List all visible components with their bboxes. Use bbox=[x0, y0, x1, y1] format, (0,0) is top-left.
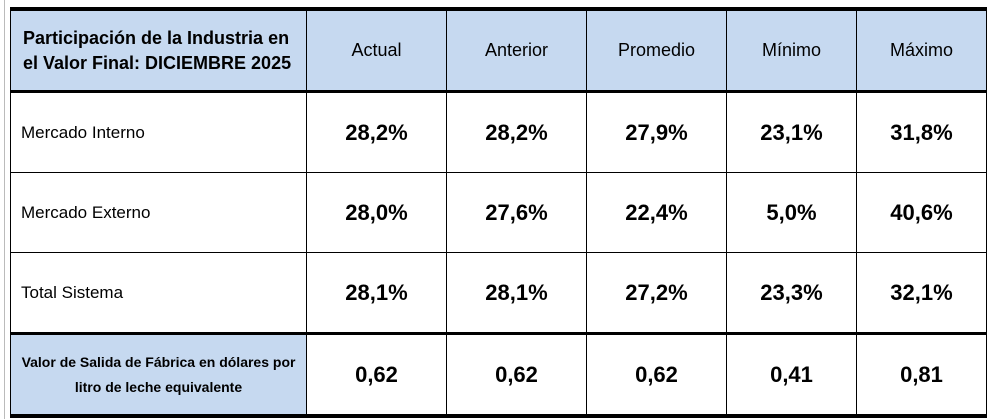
header-row: Participación de la Industria en el Valo… bbox=[10, 7, 987, 93]
sheet-edge bbox=[4, 0, 5, 419]
value-cell: 32,1% bbox=[856, 252, 987, 334]
value-cell: 22,4% bbox=[586, 172, 727, 253]
value-cell: 0,41 bbox=[726, 332, 857, 418]
value-cell: 27,9% bbox=[586, 91, 727, 173]
value-cell: 28,1% bbox=[306, 252, 447, 334]
row-label: Mercado Externo bbox=[10, 172, 307, 253]
value-cell: 28,2% bbox=[306, 91, 447, 173]
value-cell: 28,2% bbox=[446, 91, 587, 173]
value-cell: 27,2% bbox=[586, 252, 727, 334]
table-row: Mercado Interno 28,2% 28,2% 27,9% 23,1% 31,8% bbox=[10, 91, 987, 173]
value-cell: 5,0% bbox=[726, 172, 857, 253]
value-cell: 31,8% bbox=[856, 91, 987, 173]
value-cell: 0,81 bbox=[856, 332, 987, 418]
value-cell: 23,3% bbox=[726, 252, 857, 334]
column-header: Máximo bbox=[856, 7, 987, 93]
row-label: Mercado Interno bbox=[10, 91, 307, 173]
column-header: Anterior bbox=[446, 7, 587, 93]
column-header: Actual bbox=[306, 7, 447, 93]
data-table: Participación de la Industria en el Valo… bbox=[10, 7, 987, 418]
row-label: Total Sistema bbox=[10, 252, 307, 334]
value-cell: 28,1% bbox=[446, 252, 587, 334]
column-header: Mínimo bbox=[726, 7, 857, 93]
value-cell: 0,62 bbox=[586, 332, 727, 418]
table-row: Mercado Externo 28,0% 27,6% 22,4% 5,0% 40,6% bbox=[10, 172, 987, 253]
table-row: Total Sistema 28,1% 28,1% 27,2% 23,3% 32,1% bbox=[10, 252, 987, 334]
table-title: Participación de la Industria en el Valo… bbox=[10, 7, 307, 93]
table-row: Valor de Salida de Fábrica en dólares po… bbox=[10, 332, 987, 418]
value-cell: 23,1% bbox=[726, 91, 857, 173]
row-label: Valor de Salida de Fábrica en dólares po… bbox=[10, 332, 307, 418]
column-header: Promedio bbox=[586, 7, 727, 93]
value-cell: 0,62 bbox=[306, 332, 447, 418]
value-cell: 28,0% bbox=[306, 172, 447, 253]
value-cell: 40,6% bbox=[856, 172, 987, 253]
value-cell: 0,62 bbox=[446, 332, 587, 418]
value-cell: 27,6% bbox=[446, 172, 587, 253]
